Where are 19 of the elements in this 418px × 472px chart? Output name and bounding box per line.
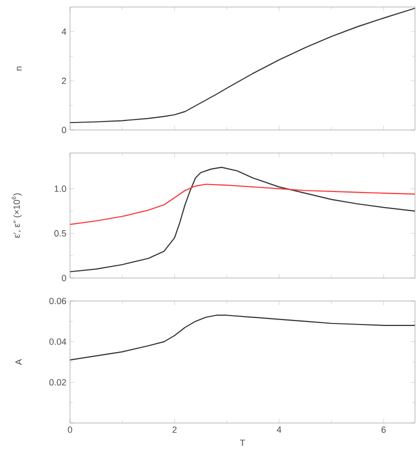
x-tick-label: 0 — [68, 426, 72, 433]
x-tick-label: 6 — [382, 426, 386, 433]
y-tick-label: 0 — [62, 126, 66, 134]
y-axis-title: ε′, ε″ (×10$^{6}$) — [12, 193, 22, 238]
y-tick-label: 2 — [62, 78, 66, 84]
y-tick-label: 1.0 — [54, 186, 66, 192]
x-tick-label: 4 — [276, 426, 282, 433]
y-tick-label: 4 — [62, 28, 66, 35]
line-series — [70, 8, 415, 124]
y-axis-title: n — [16, 66, 22, 70]
y-tick-label: 0.5 — [54, 230, 66, 237]
y-axis-title: A — [15, 359, 22, 365]
y-tick-label: 0 — [62, 274, 66, 282]
y-tick-label: 0.02 — [49, 379, 66, 386]
y-tick-label: 0.06 — [49, 298, 66, 304]
line-series — [70, 166, 415, 272]
x-tick-label: 2 — [172, 426, 177, 433]
x-axis-title: T — [240, 440, 246, 446]
y-tick-label: 0.04 — [49, 338, 66, 345]
